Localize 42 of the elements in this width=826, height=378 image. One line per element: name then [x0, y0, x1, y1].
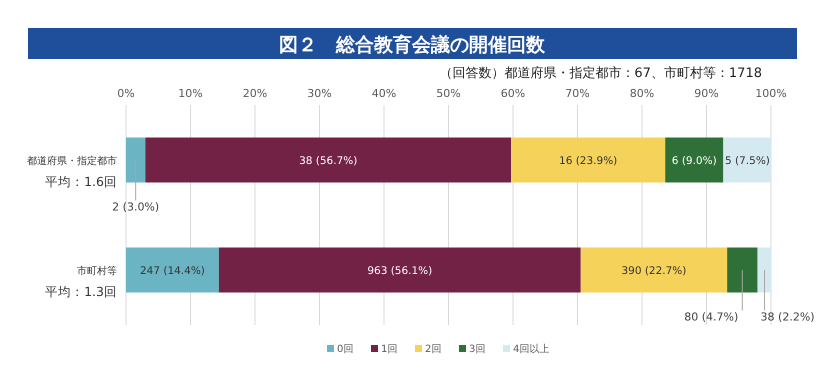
chart-subtitle: （回答数）都道府県・指定都市：67、市町村等：1718	[439, 65, 762, 81]
legend-label: 0回	[337, 344, 354, 355]
bar	[580, 248, 728, 292]
data-label: 963 (56.1%)	[367, 265, 432, 277]
data-label: 6 (9.0%)	[672, 155, 717, 167]
data-label: 5 (7.5%)	[725, 155, 770, 167]
data-label: 2 (3.0%)	[112, 200, 160, 214]
bar	[126, 248, 219, 292]
bar	[511, 138, 666, 182]
data-label: 247 (14.4%)	[140, 265, 205, 277]
bar	[145, 138, 512, 182]
data-label: 38 (2.2%)	[760, 310, 815, 324]
data-label: 390 (22.7%)	[621, 265, 686, 277]
x-tick-label: 60%	[500, 87, 526, 100]
x-tick-label: 20%	[242, 87, 268, 100]
legend-label: 3回	[469, 344, 486, 355]
x-tick-label: 40%	[372, 87, 396, 100]
bar	[665, 138, 724, 182]
bar	[723, 138, 772, 182]
data-label: 16 (23.9%)	[559, 155, 618, 167]
legend-label: 2回	[425, 344, 442, 355]
y-tick-label: 市町村等	[77, 265, 117, 277]
legend-label: 4回以上	[513, 343, 550, 355]
data-label: 80 (4.7%)	[684, 310, 738, 324]
bar	[757, 248, 772, 292]
x-tick-label: 100%	[755, 87, 787, 100]
chart-title: 図２ 総合教育会議の開催回数	[279, 34, 546, 56]
y-tick-label: 都道府県・指定都市	[27, 155, 117, 167]
bar	[218, 248, 581, 292]
data-label: 38 (56.7%)	[299, 155, 358, 167]
bar	[727, 248, 758, 292]
text: 平均：1.3回	[45, 284, 117, 299]
legend-label: 1回	[381, 344, 398, 355]
x-tick-label: 90%	[694, 87, 719, 100]
bar	[126, 138, 146, 182]
x-tick-label: 70%	[565, 87, 590, 100]
text: 平均：1.6回	[45, 174, 117, 189]
x-tick-label: 50%	[436, 87, 461, 100]
x-tick-label: 0%	[117, 87, 135, 100]
x-tick-label: 10%	[178, 87, 203, 100]
x-tick-label: 30%	[307, 87, 332, 100]
x-tick-label: 80%	[630, 87, 654, 100]
